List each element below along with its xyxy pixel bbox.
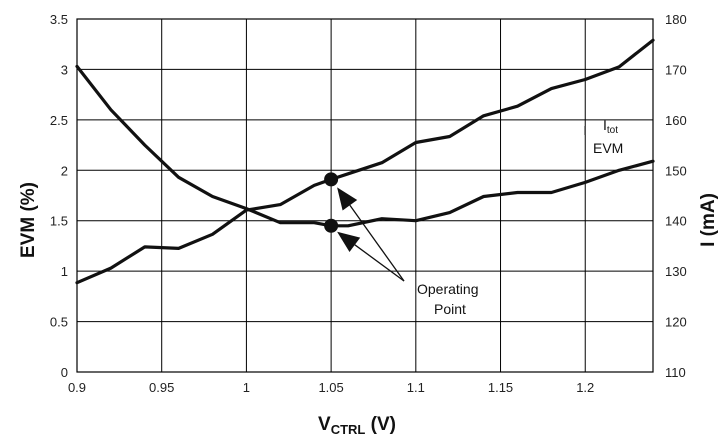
y-left-tick-label: 3 [61,62,68,77]
operating-point-arrow-shaft [354,244,405,282]
y-right-tick-label: 170 [665,62,687,77]
operating-point-label-line1: Operating [417,281,478,297]
series-line-evm [75,64,655,228]
x-axis-title-sub: CTRL [331,422,366,437]
y-left-tick-label: 2 [61,163,68,178]
x-tick-label: 0.95 [149,380,174,395]
operating-point-marker [324,172,339,187]
y-right-tick-label: 150 [665,163,687,178]
series-line-i-tot [75,38,655,285]
evm-label: EVM [593,140,623,156]
y-left-tick-label: 2.5 [50,113,68,128]
y-left-tick-label: 3.5 [50,12,68,27]
y-right-tick-label: 110 [665,365,686,380]
operating-point-arrow-head [337,231,361,252]
y-left-tick-label: 1 [61,264,68,279]
y-right-tick-label: 140 [665,214,687,229]
itot-label: Itot [603,117,618,136]
plot-frame [76,18,654,373]
operating-point-markers [324,172,339,233]
y-right-tick-label: 120 [665,315,687,330]
x-axis-title-unit: (V) [365,414,396,435]
operating-point-arrow-head [337,187,358,211]
x-axis-title: VCTRL (V) [318,414,396,437]
itot-label-main: I [603,117,607,133]
y-axis-right-title: I (mA) [698,193,719,247]
operating-point-label-line2: Point [434,301,466,317]
x-axis-title-main: V [318,414,331,435]
x-tick-label: 1.15 [488,380,513,395]
series-lines [75,38,655,285]
x-tick-label: 1.2 [576,380,594,395]
tick-labels: 0.9 0.95 1 1.05 1.1 1.15 1.2 0 0.5 1 1.5 2 2.5 3 3.5 11… [50,12,687,395]
y-right-tick-label: 160 [665,113,687,128]
y-axis-left-title: EVM (%) [18,182,39,258]
y-right-tick-label: 180 [665,12,687,27]
x-tick-label: 1.05 [318,380,343,395]
operating-point-arrow-shaft [349,204,405,282]
x-tick-label: 0.9 [68,380,86,395]
x-tick-label: 1 [243,380,250,395]
x-tick-label: 1.1 [407,380,425,395]
y-left-tick-label: 0.5 [50,315,68,330]
y-left-tick-label: 0 [61,365,68,380]
annotation-arrows [337,187,405,282]
grid [76,18,654,373]
itot-label-sub: tot [607,125,618,136]
y-right-tick-label: 130 [665,264,687,279]
operating-point-marker [324,218,339,233]
y-left-tick-label: 1.5 [50,214,68,229]
